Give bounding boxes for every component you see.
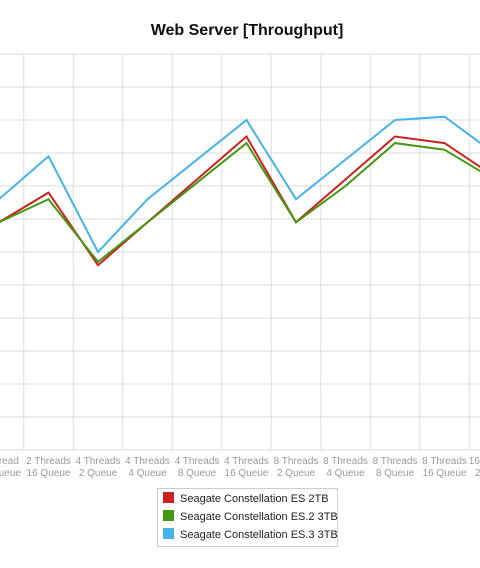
x-tick-label: 8 Threads 16 Queue — [422, 456, 467, 479]
legend-box — [157, 488, 338, 547]
x-tick-label: 1 Thread16 Queue — [0, 456, 21, 479]
legend-swatch — [163, 528, 174, 539]
x-tick-label: 4 Threads 16 Queue — [224, 456, 269, 479]
series-line-3 — [0, 115, 480, 254]
legend-label: Seagate Constellation ES.2 3TB — [180, 511, 338, 523]
legend[interactable]: Seagate Constellation ES 2TB Seagate Cons… — [157, 488, 338, 547]
grid — [0, 53, 480, 451]
legend-swatch — [163, 492, 174, 503]
x-tick-label: 2 Threads 16 Queue — [26, 456, 71, 479]
legend-item[interactable]: Seagate Constellation ES 2TB — [163, 492, 329, 505]
x-tick-label: 4 Threads 4 Queue — [125, 456, 170, 479]
legend-label: Seagate Constellation ES.3 3TB — [180, 529, 338, 541]
legend-label: Seagate Constellation ES 2TB — [180, 493, 329, 505]
x-tick-label: 4 Threads 8 Queue — [175, 456, 220, 479]
x-tick-label: 8 Threads 4 Queue — [323, 456, 368, 479]
legend-item[interactable]: Seagate Constellation ES.3 3TB — [163, 528, 338, 541]
legend-swatch — [163, 510, 174, 521]
x-tick-label: 8 Threads 2 Queue — [274, 456, 319, 479]
legend-item[interactable]: Seagate Constellation ES.2 3TB — [163, 510, 338, 523]
chart-title: Web Server [Throughput] — [151, 22, 344, 39]
series-lines — [0, 115, 480, 267]
x-tick-label: 8 Threads 8 Queue — [373, 456, 418, 479]
x-tick-label: 4 Threads 2 Queue — [76, 456, 121, 479]
